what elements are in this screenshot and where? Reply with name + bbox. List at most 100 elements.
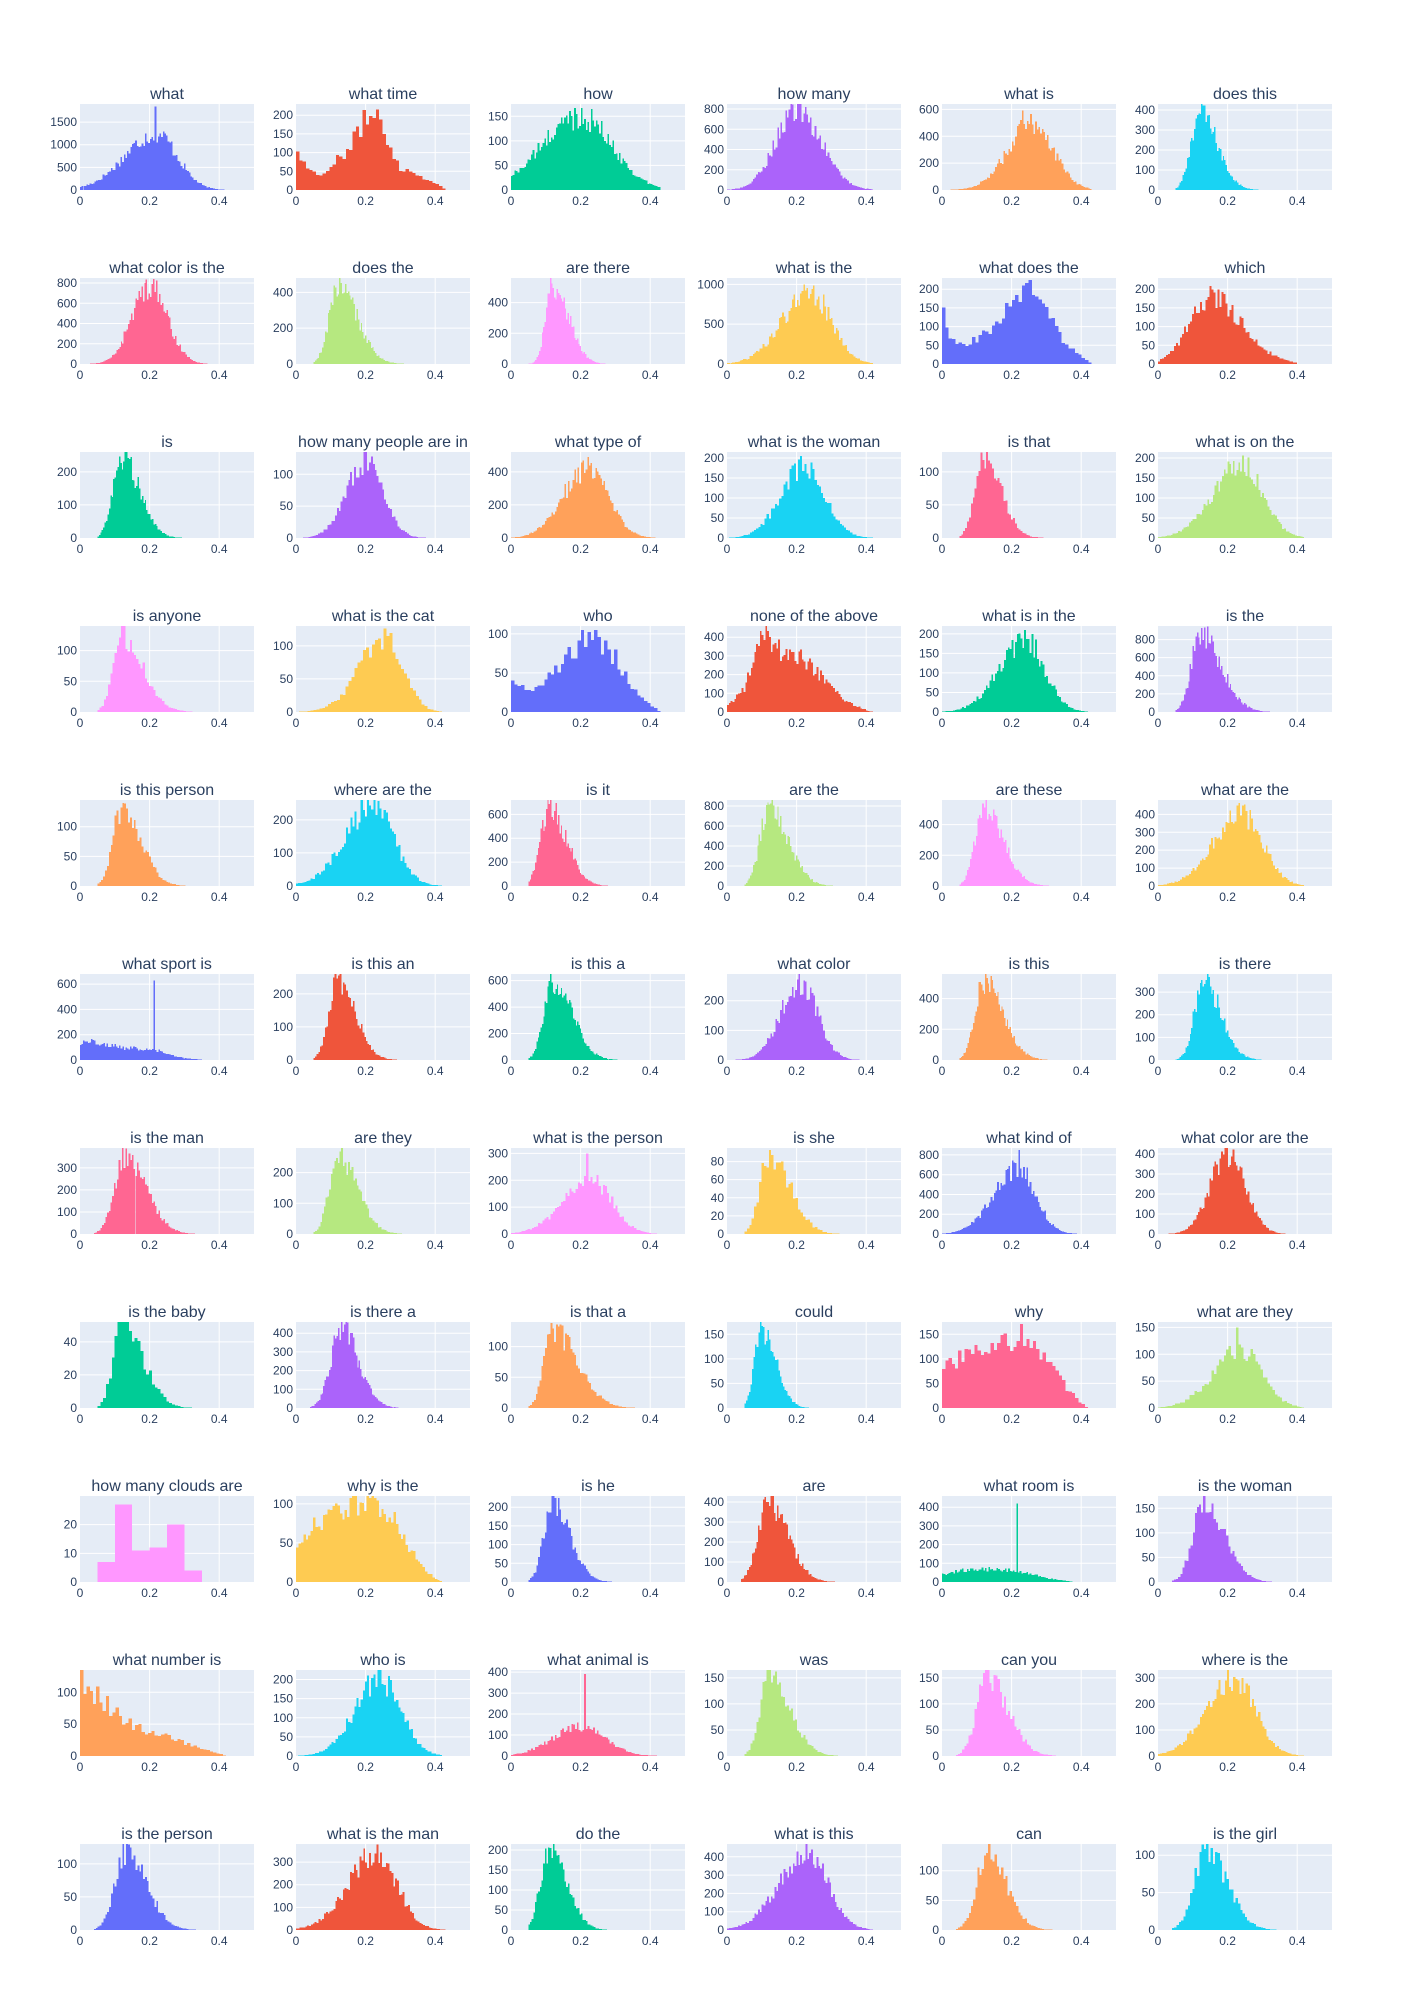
histogram-bar <box>1029 882 1031 886</box>
histogram-bar <box>591 640 594 712</box>
x-tick-label: 0.4 <box>642 1586 659 1600</box>
histogram-bar <box>1177 709 1178 712</box>
histogram-bar <box>611 664 614 712</box>
histogram-bar <box>340 974 342 1060</box>
histogram-bar <box>1260 1370 1262 1408</box>
histogram-bar <box>1167 536 1169 538</box>
histogram-bar <box>384 499 386 538</box>
histogram-bar <box>332 305 333 364</box>
histogram-bar <box>318 1052 320 1060</box>
histogram-bar <box>386 1522 388 1582</box>
x-tick-label: 0.4 <box>1289 1586 1306 1600</box>
histogram-bar <box>380 1227 382 1234</box>
histogram-bar <box>758 1525 760 1582</box>
histogram-bar <box>831 1045 833 1060</box>
y-tick-label: 100 <box>1135 1526 1155 1540</box>
histogram-bar <box>785 323 787 364</box>
histogram-bar <box>340 850 342 886</box>
histogram-bar <box>647 184 649 190</box>
x-tick-label: 0.4 <box>642 716 659 730</box>
histogram-bar <box>157 1052 159 1060</box>
histogram-bar <box>348 1722 350 1756</box>
histogram-bar <box>191 360 192 364</box>
histogram-bar <box>155 524 156 538</box>
histogram-bar <box>359 1503 361 1582</box>
histogram-bar <box>586 130 588 190</box>
histogram-bar <box>853 1059 855 1060</box>
histogram-bar <box>833 516 835 538</box>
histogram-bar <box>302 882 304 886</box>
histogram-bar <box>1020 1571 1022 1582</box>
histogram-bar <box>774 1513 776 1582</box>
histogram-bar <box>1213 641 1214 712</box>
histogram-bar <box>999 159 1001 190</box>
histogram-bar <box>111 845 113 886</box>
histogram-bar <box>534 1051 535 1060</box>
histogram-bar <box>965 1349 968 1408</box>
histogram-bar <box>1009 149 1011 190</box>
histogram-bar <box>119 637 121 712</box>
histogram-bar <box>1190 1395 1192 1408</box>
y-tick-label: 100 <box>488 627 508 641</box>
histogram-bar <box>535 360 536 364</box>
histogram-bar <box>112 355 113 364</box>
histogram-bar <box>748 184 750 190</box>
histogram-bar <box>160 1051 162 1060</box>
histogram-bar <box>374 351 375 364</box>
histogram-bar <box>998 1569 1000 1582</box>
histogram-bar <box>591 463 593 538</box>
histogram-bar <box>1257 1059 1258 1060</box>
histogram-bar <box>1257 474 1259 538</box>
histogram-bar <box>1022 877 1024 886</box>
histogram-bar <box>606 1581 608 1582</box>
histogram-bar <box>1016 1503 1018 1582</box>
histogram-bar <box>1049 1579 1051 1582</box>
histogram-bar <box>155 1387 158 1408</box>
histogram-bar <box>780 1010 782 1060</box>
histogram-bar <box>775 643 777 712</box>
histogram-bar <box>574 469 576 538</box>
histogram-bar <box>152 284 153 364</box>
histogram-bar <box>99 1703 102 1756</box>
histogram-bar <box>1240 1053 1241 1060</box>
histogram-bar <box>1299 1407 1301 1408</box>
histogram-bar <box>788 1539 790 1582</box>
histogram-bar <box>1217 995 1218 1060</box>
histogram-bar <box>151 1731 154 1756</box>
x-tick-label: 0 <box>77 1586 84 1600</box>
histogram-bar <box>348 1162 350 1234</box>
histogram-bar <box>813 882 814 886</box>
histogram-bar <box>564 118 566 190</box>
histogram-bar <box>842 526 844 538</box>
histogram-bar <box>390 633 393 712</box>
histogram-bar <box>531 875 532 886</box>
histogram-bar <box>978 1350 981 1408</box>
histogram-bar <box>738 361 740 364</box>
histogram-bar <box>1236 1165 1238 1234</box>
histogram-bar <box>1239 1052 1240 1060</box>
histogram-bar <box>1193 868 1195 886</box>
histogram-bar <box>1046 1578 1048 1582</box>
histogram-bar <box>152 519 153 538</box>
histogram-bar <box>418 1562 420 1582</box>
histogram-bar <box>511 1233 513 1234</box>
histogram-bar <box>945 1233 947 1234</box>
histogram-bar <box>147 141 149 190</box>
histogram-bar <box>162 880 164 886</box>
histogram-bar <box>584 119 586 190</box>
histogram-bar <box>607 649 610 712</box>
histogram-bar <box>1224 469 1226 538</box>
histogram-bar <box>980 1569 982 1582</box>
histogram-bar <box>1191 1028 1192 1060</box>
histogram-bar <box>830 1044 832 1060</box>
histogram-bar <box>337 508 339 538</box>
histogram-bar <box>142 496 143 538</box>
histogram-bar <box>795 119 797 190</box>
histogram-bar <box>611 147 613 190</box>
histogram-bar <box>322 1393 323 1408</box>
histogram-bar <box>128 652 130 712</box>
histogram-bar <box>782 657 784 712</box>
histogram-bar <box>135 1047 137 1060</box>
